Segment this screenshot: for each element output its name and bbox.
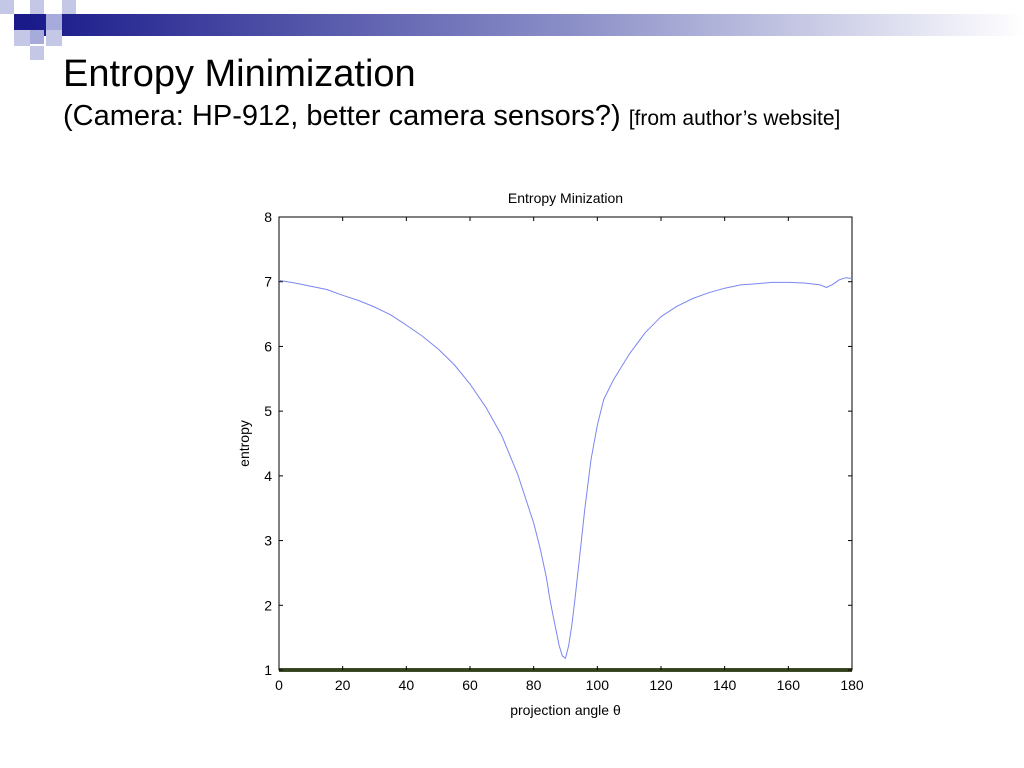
decoration-square bbox=[0, 0, 14, 14]
slide-source-note: [from author’s website] bbox=[628, 107, 841, 130]
x-tick-label: 80 bbox=[526, 677, 542, 693]
decoration-square bbox=[14, 30, 30, 46]
decoration-square bbox=[46, 14, 62, 30]
decoration-square bbox=[62, 0, 76, 14]
decoration-gradient-bar bbox=[30, 14, 1024, 36]
slide-title: Entropy Minimization bbox=[63, 53, 416, 95]
x-tick-label: 180 bbox=[840, 677, 864, 693]
y-tick-label: 4 bbox=[264, 468, 272, 484]
x-tick-label: 140 bbox=[713, 677, 737, 693]
y-tick-label: 5 bbox=[264, 403, 272, 419]
series-line-entropy bbox=[278, 277, 853, 659]
slide-subtitle-text: (Camera: HP-912, better camera sensors?) bbox=[63, 100, 621, 132]
x-axis-baseline-band bbox=[279, 668, 852, 672]
decoration-square bbox=[30, 46, 44, 60]
y-tick-label: 6 bbox=[264, 338, 272, 354]
y-tick-label: 1 bbox=[264, 662, 272, 678]
slide-title-block: Entropy Minimization (Camera: HP-912, be… bbox=[63, 50, 1013, 137]
y-axis-label: entropy bbox=[236, 420, 252, 467]
y-tick-label: 2 bbox=[264, 597, 272, 613]
x-tick-label: 40 bbox=[399, 677, 415, 693]
y-tick-label: 3 bbox=[264, 533, 272, 549]
x-tick-label: 120 bbox=[649, 677, 673, 693]
x-tick-label: 160 bbox=[777, 677, 801, 693]
x-tick-label: 60 bbox=[462, 677, 478, 693]
x-tick-label: 20 bbox=[335, 677, 351, 693]
title-decoration bbox=[0, 0, 1024, 60]
y-tick-label: 8 bbox=[264, 209, 272, 225]
decoration-square bbox=[30, 30, 44, 44]
chart-title: Entropy Minization bbox=[508, 190, 623, 206]
decoration-square bbox=[30, 0, 44, 14]
decoration-square bbox=[14, 14, 30, 30]
x-axis-label: projection angle θ bbox=[510, 702, 621, 718]
plot-area bbox=[278, 216, 853, 671]
x-tick-label: 0 bbox=[275, 677, 283, 693]
x-tick-label: 100 bbox=[586, 677, 610, 693]
y-tick-label: 7 bbox=[264, 274, 272, 290]
decoration-square bbox=[46, 30, 62, 46]
slide-subtitle: (Camera: HP-912, better camera sensors?)… bbox=[63, 98, 1013, 137]
